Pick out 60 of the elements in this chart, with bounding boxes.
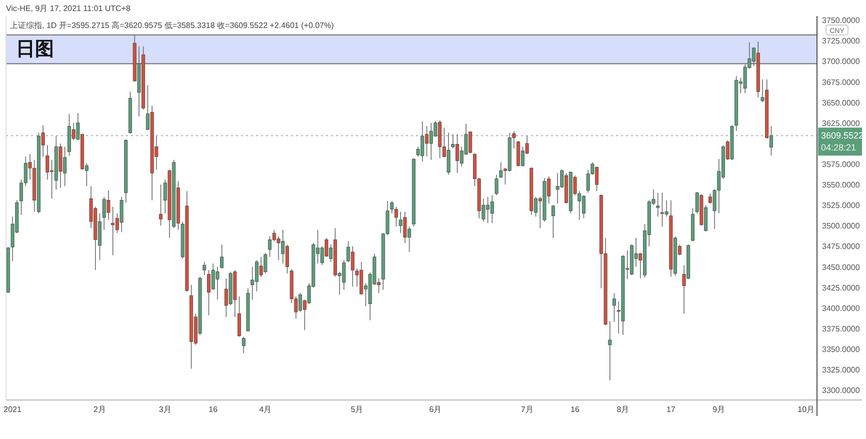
candlestick — [350, 246, 354, 287]
candlestick — [238, 296, 241, 338]
candlestick — [494, 174, 498, 196]
y-tick-label: 3400.0000 — [822, 304, 860, 313]
candlestick — [551, 204, 555, 238]
x-tick-label: 4月 — [259, 405, 272, 414]
x-tick-label: 6月 — [429, 405, 442, 414]
y-tick-label: 3575.0000 — [822, 160, 860, 170]
y-tick-label: 3450.0000 — [822, 262, 860, 272]
candlestick — [446, 132, 450, 176]
candlestick — [202, 261, 206, 276]
y-tick-label: 3700.0000 — [822, 57, 860, 66]
candlestick — [159, 184, 163, 226]
y-tick-label: 3675.0000 — [822, 78, 860, 87]
candlestick — [390, 200, 394, 214]
y-tick-label: 3725.0000 — [822, 36, 860, 46]
text: Vic-HE, 9月 17, 2021 11:01 UTC+8 — [6, 4, 131, 13]
x-tick-label: 10月 — [798, 405, 815, 414]
candlestick — [656, 192, 660, 218]
candlestick — [490, 194, 494, 224]
candlestick — [268, 236, 272, 258]
y-tick-label: 3475.0000 — [822, 242, 860, 252]
x-tick-label: 2021 — [4, 405, 22, 414]
candlestick — [276, 236, 280, 261]
candlestick — [111, 206, 115, 256]
x-tick-label: 17 — [666, 405, 676, 414]
x-tick-label: 16 — [570, 405, 580, 414]
candlestick — [216, 266, 220, 300]
x-tick-label: 7月 — [520, 405, 534, 414]
candlestick — [46, 144, 50, 180]
y-tick-label: 3750.0000 — [822, 16, 860, 26]
x-tick-label: 2月 — [94, 405, 106, 414]
candlestick — [612, 292, 616, 322]
y-tick-label: 3375.0000 — [822, 324, 860, 334]
y-tick-label: 3500.0000 — [822, 222, 860, 231]
annotation: 上证综指, 1D 开=3595.2715 高=3620.9575 低=3585.3318 收=3609.5522 +2.4601 (+0.07%) — [10, 21, 334, 30]
x-tick-label: 9月 — [712, 405, 726, 414]
y-tick-label: 3300.0000 — [822, 386, 860, 396]
y-tick-label: 3525.0000 — [822, 201, 860, 210]
x-tick-label: 3月 — [158, 405, 172, 414]
candlestick — [516, 140, 520, 167]
y-tick-label: 3350.0000 — [822, 345, 860, 354]
ref-line-label: 3609.5522 — [821, 130, 864, 141]
x-tick-label: 16 — [208, 405, 218, 414]
text: 日图 — [16, 39, 54, 60]
y-tick-label: 3425.0000 — [822, 283, 860, 292]
y-tick-label: 3625.0000 — [822, 118, 860, 128]
candlestick — [242, 336, 246, 354]
candlestick — [120, 196, 124, 233]
candlestick — [608, 320, 612, 381]
text: 04:28:21 — [821, 142, 856, 153]
x-tick-label: 8月 — [616, 405, 630, 414]
y-tick-label: 3325.0000 — [822, 366, 860, 375]
candlestick — [664, 200, 668, 218]
x-tick-label: 5月 — [350, 405, 364, 414]
candlestick — [106, 190, 110, 220]
candlestick — [220, 244, 224, 269]
y-tick-label: 3650.0000 — [822, 98, 860, 108]
candlestick — [499, 162, 503, 178]
y-tick-label: 3550.0000 — [822, 180, 860, 190]
